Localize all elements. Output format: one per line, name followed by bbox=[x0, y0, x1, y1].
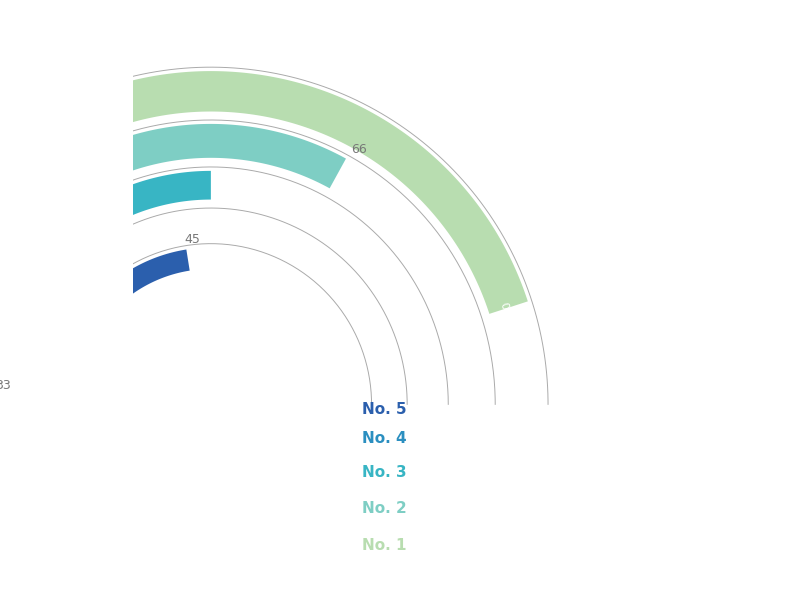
Polygon shape bbox=[0, 124, 346, 404]
Text: 33: 33 bbox=[0, 379, 10, 392]
Text: No. 4: No. 4 bbox=[362, 431, 406, 446]
Polygon shape bbox=[18, 239, 126, 404]
Text: 66: 66 bbox=[351, 143, 366, 156]
Polygon shape bbox=[0, 71, 528, 404]
Polygon shape bbox=[0, 171, 211, 404]
Text: 45: 45 bbox=[185, 233, 201, 245]
Text: No. 5: No. 5 bbox=[362, 402, 406, 417]
Text: 90: 90 bbox=[502, 299, 515, 316]
Polygon shape bbox=[54, 250, 190, 404]
Text: No. 3: No. 3 bbox=[362, 464, 406, 479]
Text: No. 1: No. 1 bbox=[362, 538, 406, 553]
Text: No. 2: No. 2 bbox=[362, 501, 407, 516]
